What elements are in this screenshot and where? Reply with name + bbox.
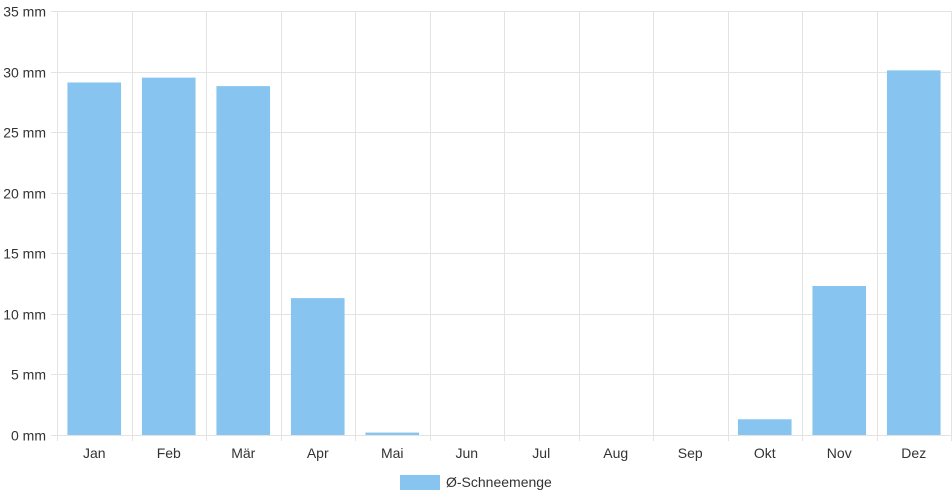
bar-Mär[interactable] [216, 86, 271, 435]
bar-Jan[interactable] [67, 82, 122, 435]
x-tick-label: Aug [603, 445, 628, 461]
x-axis: Jan Feb Mär Apr Mai Jun Jul Aug Sep Okt Nov Dez [83, 445, 926, 461]
x-tick-label: Nov [827, 445, 852, 461]
bar-Dez[interactable] [886, 70, 941, 436]
y-tick-label: 30 mm [3, 65, 46, 81]
grid [51, 11, 952, 441]
y-tick-label: 20 mm [3, 186, 46, 202]
y-tick-label: 10 mm [3, 307, 46, 323]
x-tick-label: Dez [901, 445, 926, 461]
bar-Feb[interactable] [141, 77, 196, 435]
bar-Mai[interactable] [365, 432, 420, 435]
y-tick-label: 5 mm [11, 367, 46, 383]
legend-label[interactable]: Ø-Schneemenge [446, 474, 552, 490]
y-tick-label: 15 mm [3, 246, 46, 262]
legend[interactable]: Ø-Schneemenge [400, 474, 552, 490]
x-tick-label: Jun [455, 445, 478, 461]
bar-Okt[interactable] [737, 419, 792, 435]
bar-Apr[interactable] [290, 298, 345, 435]
x-tick-label: Apr [307, 445, 329, 461]
x-tick-label: Feb [157, 445, 181, 461]
x-tick-label: Jan [83, 445, 106, 461]
x-tick-label: Mär [231, 445, 255, 461]
y-tick-label: 35 mm [3, 4, 46, 20]
x-tick-label: Mai [381, 445, 404, 461]
x-tick-label: Okt [754, 445, 776, 461]
y-axis: 0 mm 5 mm 10 mm 15 mm 20 mm 25 mm 30 mm 35 mm [3, 4, 46, 444]
legend-swatch[interactable] [400, 475, 440, 490]
bar-Nov[interactable] [812, 285, 867, 435]
y-tick-label: 0 mm [11, 428, 46, 444]
x-tick-label: Sep [678, 445, 703, 461]
x-tick-label: Jul [532, 445, 550, 461]
y-tick-label: 25 mm [3, 125, 46, 141]
bars [67, 70, 941, 436]
